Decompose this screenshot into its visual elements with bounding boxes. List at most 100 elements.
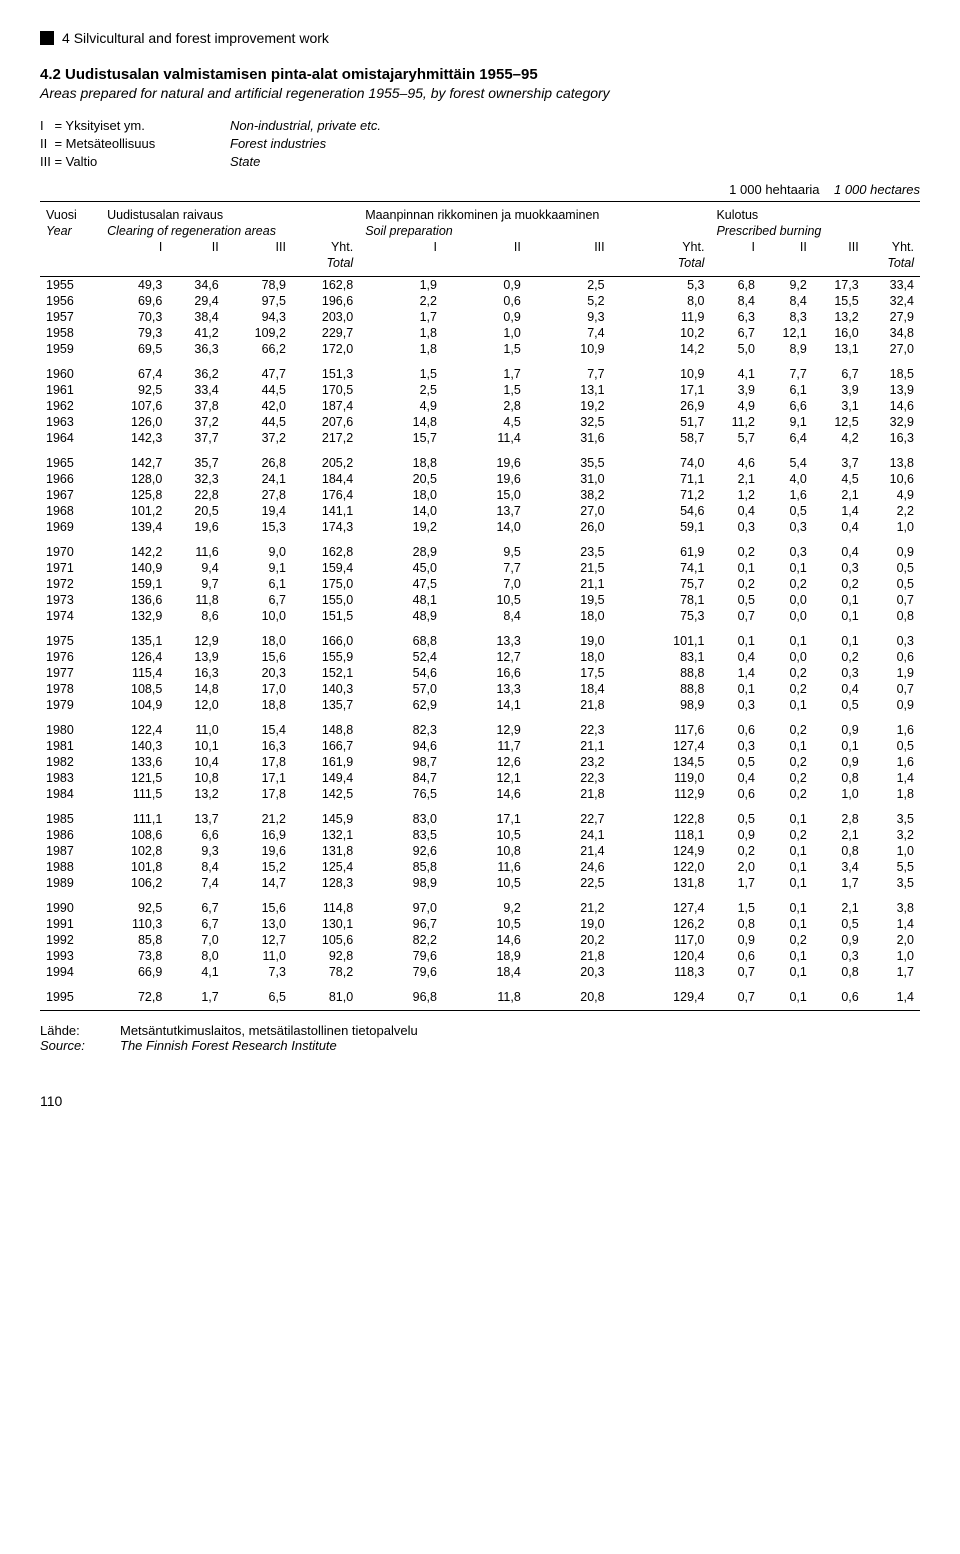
value-cell: 9,2 bbox=[443, 891, 527, 916]
value-cell: 18,8 bbox=[225, 697, 292, 713]
page-number: 110 bbox=[40, 1093, 920, 1109]
value-cell: 6,4 bbox=[761, 430, 813, 446]
value-cell: 11,8 bbox=[443, 980, 527, 1011]
value-cell: 187,4 bbox=[292, 398, 359, 414]
value-cell: 196,6 bbox=[292, 293, 359, 309]
value-cell: 0,1 bbox=[710, 681, 761, 697]
value-cell: 0,3 bbox=[710, 519, 761, 535]
table-row: 196067,436,247,7151,31,51,77,710,94,17,7… bbox=[40, 357, 920, 382]
value-cell: 1,7 bbox=[359, 309, 443, 325]
value-cell: 0,4 bbox=[813, 681, 865, 697]
value-cell: 18,8 bbox=[359, 446, 443, 471]
table-row: 1972159,19,76,1175,047,57,021,175,70,20,… bbox=[40, 576, 920, 592]
source-value-fi: Metsäntutkimuslaitos, metsätilastollinen… bbox=[120, 1023, 418, 1038]
value-cell: 0,2 bbox=[761, 665, 813, 681]
value-cell: 126,4 bbox=[101, 649, 168, 665]
year-header-fi: Vuosi bbox=[40, 201, 101, 223]
value-cell: 22,3 bbox=[527, 770, 611, 786]
value-cell: 135,1 bbox=[101, 624, 168, 649]
value-cell: 10,9 bbox=[527, 341, 611, 357]
value-cell: 36,3 bbox=[168, 341, 224, 357]
value-cell: 34,8 bbox=[865, 325, 920, 341]
col-header: Yht. bbox=[865, 239, 920, 255]
value-cell: 17,5 bbox=[527, 665, 611, 681]
value-cell: 11,0 bbox=[168, 713, 224, 738]
value-cell: 12,5 bbox=[813, 414, 865, 430]
value-cell: 170,5 bbox=[292, 382, 359, 398]
value-cell: 21,2 bbox=[527, 891, 611, 916]
table-row: 195969,536,366,2172,01,81,510,914,25,08,… bbox=[40, 341, 920, 357]
value-cell: 13,9 bbox=[865, 382, 920, 398]
value-cell: 0,2 bbox=[761, 827, 813, 843]
value-cell: 141,1 bbox=[292, 503, 359, 519]
value-cell: 2,8 bbox=[443, 398, 527, 414]
value-cell: 0,5 bbox=[865, 576, 920, 592]
value-cell: 1,9 bbox=[359, 276, 443, 293]
value-cell: 4,0 bbox=[761, 471, 813, 487]
value-cell: 0,6 bbox=[443, 293, 527, 309]
table-row: 1974132,98,610,0151,548,98,418,075,30,70… bbox=[40, 608, 920, 624]
value-cell: 2,0 bbox=[865, 932, 920, 948]
year-cell: 1985 bbox=[40, 802, 101, 827]
year-cell: 1955 bbox=[40, 276, 101, 293]
year-cell: 1979 bbox=[40, 697, 101, 713]
value-cell: 111,5 bbox=[101, 786, 168, 802]
year-cell: 1990 bbox=[40, 891, 101, 916]
value-cell: 118,3 bbox=[611, 964, 711, 980]
value-cell: 2,8 bbox=[813, 802, 865, 827]
group2-fi-text: Maanpinnan rikkominen ja muokkaaminen bbox=[365, 208, 599, 222]
value-cell: 21,8 bbox=[527, 786, 611, 802]
value-cell: 54,6 bbox=[611, 503, 711, 519]
table-row: 1975135,112,918,0166,068,813,319,0101,10… bbox=[40, 624, 920, 649]
col-header: III bbox=[225, 239, 292, 255]
value-cell: 3,5 bbox=[865, 802, 920, 827]
value-cell: 75,3 bbox=[611, 608, 711, 624]
value-cell: 26,9 bbox=[611, 398, 711, 414]
value-cell: 203,0 bbox=[292, 309, 359, 325]
units-fi: 1 000 hehtaaria bbox=[729, 182, 819, 197]
value-cell: 2,5 bbox=[527, 276, 611, 293]
table-row: 1964142,337,737,2217,215,711,431,658,75,… bbox=[40, 430, 920, 446]
table-row: 195669,629,497,5196,62,20,65,28,08,48,41… bbox=[40, 293, 920, 309]
value-cell: 119,0 bbox=[611, 770, 711, 786]
value-cell: 135,7 bbox=[292, 697, 359, 713]
value-cell: 6,6 bbox=[168, 827, 224, 843]
value-cell: 126,2 bbox=[611, 916, 711, 932]
value-cell: 0,1 bbox=[813, 592, 865, 608]
value-cell: 15,7 bbox=[359, 430, 443, 446]
value-cell: 85,8 bbox=[359, 859, 443, 875]
group2-en: Soil preparation bbox=[359, 223, 710, 239]
value-cell: 38,4 bbox=[168, 309, 224, 325]
value-cell: 132,9 bbox=[101, 608, 168, 624]
value-cell: 69,6 bbox=[101, 293, 168, 309]
value-cell: 13,2 bbox=[168, 786, 224, 802]
value-cell: 27,8 bbox=[225, 487, 292, 503]
value-cell: 33,4 bbox=[865, 276, 920, 293]
value-cell: 13,2 bbox=[813, 309, 865, 325]
value-cell: 134,5 bbox=[611, 754, 711, 770]
value-cell: 19,0 bbox=[527, 624, 611, 649]
table-row: 199572,81,76,581,096,811,820,8129,40,70,… bbox=[40, 980, 920, 1011]
value-cell: 96,7 bbox=[359, 916, 443, 932]
value-cell: 75,7 bbox=[611, 576, 711, 592]
col-header: II bbox=[443, 239, 527, 255]
value-cell: 155,9 bbox=[292, 649, 359, 665]
section-number: 4 bbox=[62, 30, 70, 46]
legend-keys: I = Yksityiset ym.II = MetsäteollisuusII… bbox=[40, 117, 230, 172]
value-cell: 18,0 bbox=[359, 487, 443, 503]
year-cell: 1969 bbox=[40, 519, 101, 535]
value-cell: 172,0 bbox=[292, 341, 359, 357]
value-cell: 0,1 bbox=[761, 980, 813, 1011]
value-cell: 71,1 bbox=[611, 471, 711, 487]
value-cell: 0,8 bbox=[813, 843, 865, 859]
year-cell: 1966 bbox=[40, 471, 101, 487]
value-cell: 127,4 bbox=[611, 738, 711, 754]
value-cell: 122,0 bbox=[611, 859, 711, 875]
value-cell: 98,9 bbox=[359, 875, 443, 891]
col-header: II bbox=[168, 239, 224, 255]
value-cell: 101,2 bbox=[101, 503, 168, 519]
value-cell: 14,7 bbox=[225, 875, 292, 891]
value-cell: 129,4 bbox=[611, 980, 711, 1011]
total-labels-row: TotalTotalTotal bbox=[40, 255, 920, 277]
value-cell: 10,1 bbox=[168, 738, 224, 754]
